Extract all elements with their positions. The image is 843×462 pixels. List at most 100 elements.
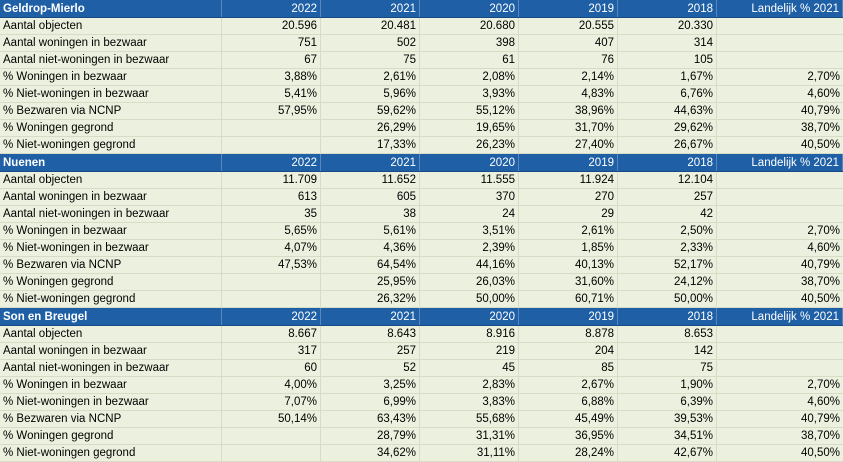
value-cell[interactable]: 3,25%: [321, 377, 420, 393]
value-cell[interactable]: 11.924: [519, 172, 618, 188]
value-cell[interactable]: 76: [519, 52, 618, 68]
value-cell[interactable]: 64,54%: [321, 257, 420, 273]
national-value-cell[interactable]: [717, 360, 843, 376]
value-cell[interactable]: 257: [321, 343, 420, 359]
value-cell[interactable]: 47,53%: [222, 257, 321, 273]
section-header-row[interactable]: Son en Breugel 2022 2021 2020 2019 2018 Landel…: [0, 308, 843, 326]
value-cell[interactable]: 27,40%: [519, 137, 618, 153]
row-label-cell[interactable]: % Woningen in bezwaar: [0, 223, 222, 239]
national-header-cell[interactable]: Landelijk % 2021: [717, 0, 843, 17]
national-value-cell[interactable]: [717, 343, 843, 359]
value-cell[interactable]: 63,43%: [321, 411, 420, 427]
national-header-cell[interactable]: Landelijk % 2021: [717, 154, 843, 171]
value-cell[interactable]: 11.652: [321, 172, 420, 188]
value-cell[interactable]: 24,12%: [618, 274, 717, 290]
value-cell[interactable]: 7,07%: [222, 394, 321, 410]
row-label-cell[interactable]: % Woningen in bezwaar: [0, 377, 222, 393]
value-cell[interactable]: 50,14%: [222, 411, 321, 427]
value-cell[interactable]: 52: [321, 360, 420, 376]
row-label-cell[interactable]: Aantal woningen in bezwaar: [0, 343, 222, 359]
value-cell[interactable]: 142: [618, 343, 717, 359]
value-cell[interactable]: 31,70%: [519, 120, 618, 136]
value-cell[interactable]: [222, 137, 321, 153]
value-cell[interactable]: 31,31%: [420, 428, 519, 444]
table-row[interactable]: Aantal woningen in bezwaar 317 257 219 204 14…: [0, 343, 843, 360]
value-cell[interactable]: 3,88%: [222, 69, 321, 85]
value-cell[interactable]: 40,13%: [519, 257, 618, 273]
value-cell[interactable]: 29,62%: [618, 120, 717, 136]
value-cell[interactable]: 4,00%: [222, 377, 321, 393]
national-value-cell[interactable]: 40,50%: [800, 293, 840, 305]
value-cell[interactable]: 3,93%: [420, 86, 519, 102]
value-cell[interactable]: 36,95%: [519, 428, 618, 444]
value-cell[interactable]: [222, 428, 321, 444]
value-cell[interactable]: 19,65%: [420, 120, 519, 136]
value-cell[interactable]: 31,11%: [420, 445, 519, 461]
value-cell[interactable]: 8.643: [321, 326, 420, 342]
value-cell[interactable]: 20.555: [519, 18, 618, 34]
row-label-cell[interactable]: % Woningen gegrond: [0, 120, 222, 136]
national-value-cell[interactable]: [717, 189, 843, 205]
value-cell[interactable]: 2,14%: [519, 69, 618, 85]
table-row[interactable]: % Niet-woningen gegrond 17,33% 26,23% 27,40…: [0, 137, 843, 154]
table-row[interactable]: % Woningen gegrond 25,95% 26,03% 31,60% 24,1…: [0, 274, 843, 291]
value-cell[interactable]: 11.555: [420, 172, 519, 188]
value-cell[interactable]: 24: [420, 206, 519, 222]
table-row[interactable]: % Niet-woningen gegrond 34,62% 31,11% 28,24…: [0, 445, 843, 462]
row-label-cell[interactable]: Aantal objecten: [0, 172, 222, 188]
national-value-cell[interactable]: [717, 326, 843, 342]
national-header-cell[interactable]: Landelijk % 2021: [717, 308, 843, 325]
value-cell[interactable]: 6,39%: [618, 394, 717, 410]
value-cell[interactable]: 257: [618, 189, 717, 205]
value-cell[interactable]: 45,49%: [519, 411, 618, 427]
value-cell[interactable]: 26,03%: [420, 274, 519, 290]
value-cell[interactable]: 2,61%: [321, 69, 420, 85]
value-cell[interactable]: [222, 120, 321, 136]
value-cell[interactable]: 31,60%: [519, 274, 618, 290]
section-title-cell[interactable]: Geldrop-Mierlo: [0, 0, 222, 17]
table-row[interactable]: % Niet-woningen in bezwaar 7,07% 6,99% 3,83…: [0, 394, 843, 411]
value-cell[interactable]: 26,67%: [618, 137, 717, 153]
value-cell[interactable]: 61: [420, 52, 519, 68]
value-cell[interactable]: 6,99%: [321, 394, 420, 410]
value-cell[interactable]: 26,23%: [420, 137, 519, 153]
value-cell[interactable]: 50,00%: [420, 291, 519, 307]
year-header-cell[interactable]: 2020: [420, 0, 519, 17]
national-value-cell[interactable]: 4,60%: [807, 242, 840, 254]
value-cell[interactable]: 3,83%: [420, 394, 519, 410]
value-cell[interactable]: 105: [618, 52, 717, 68]
value-cell[interactable]: 50,00%: [618, 291, 717, 307]
value-cell[interactable]: 8.878: [519, 326, 618, 342]
value-cell[interactable]: 5,96%: [321, 86, 420, 102]
value-cell[interactable]: 6,88%: [519, 394, 618, 410]
value-cell[interactable]: 4,07%: [222, 240, 321, 256]
row-label-cell[interactable]: % Niet-woningen gegrond: [0, 445, 222, 461]
row-label-cell[interactable]: Aantal objecten: [0, 18, 222, 34]
value-cell[interactable]: 39,53%: [618, 411, 717, 427]
value-cell[interactable]: 4,36%: [321, 240, 420, 256]
value-cell[interactable]: 502: [321, 35, 420, 51]
value-cell[interactable]: 85: [519, 360, 618, 376]
value-cell[interactable]: [222, 445, 321, 461]
national-value-cell[interactable]: 40,79%: [800, 105, 840, 117]
value-cell[interactable]: 20.330: [618, 18, 717, 34]
table-row[interactable]: % Woningen gegrond 26,29% 19,65% 31,70% 29,6…: [0, 120, 843, 137]
value-cell[interactable]: 314: [618, 35, 717, 51]
value-cell[interactable]: 370: [420, 189, 519, 205]
value-cell[interactable]: 67: [222, 52, 321, 68]
value-cell[interactable]: 55,12%: [420, 103, 519, 119]
national-value-cell[interactable]: 2,70%: [807, 379, 840, 391]
row-label-cell[interactable]: Aantal objecten: [0, 326, 222, 342]
table-row[interactable]: % Bezwaren via NCNP 50,14% 63,43% 55,68% 45,…: [0, 411, 843, 428]
value-cell[interactable]: 26,29%: [321, 120, 420, 136]
row-label-cell[interactable]: % Niet-woningen in bezwaar: [0, 394, 222, 410]
value-cell[interactable]: 17,33%: [321, 137, 420, 153]
value-cell[interactable]: 751: [222, 35, 321, 51]
value-cell[interactable]: 34,62%: [321, 445, 420, 461]
year-header-cell[interactable]: 2021: [321, 0, 420, 17]
value-cell[interactable]: 52,17%: [618, 257, 717, 273]
value-cell[interactable]: 270: [519, 189, 618, 205]
row-label-cell[interactable]: Aantal woningen in bezwaar: [0, 189, 222, 205]
value-cell[interactable]: 613: [222, 189, 321, 205]
value-cell[interactable]: 29: [519, 206, 618, 222]
